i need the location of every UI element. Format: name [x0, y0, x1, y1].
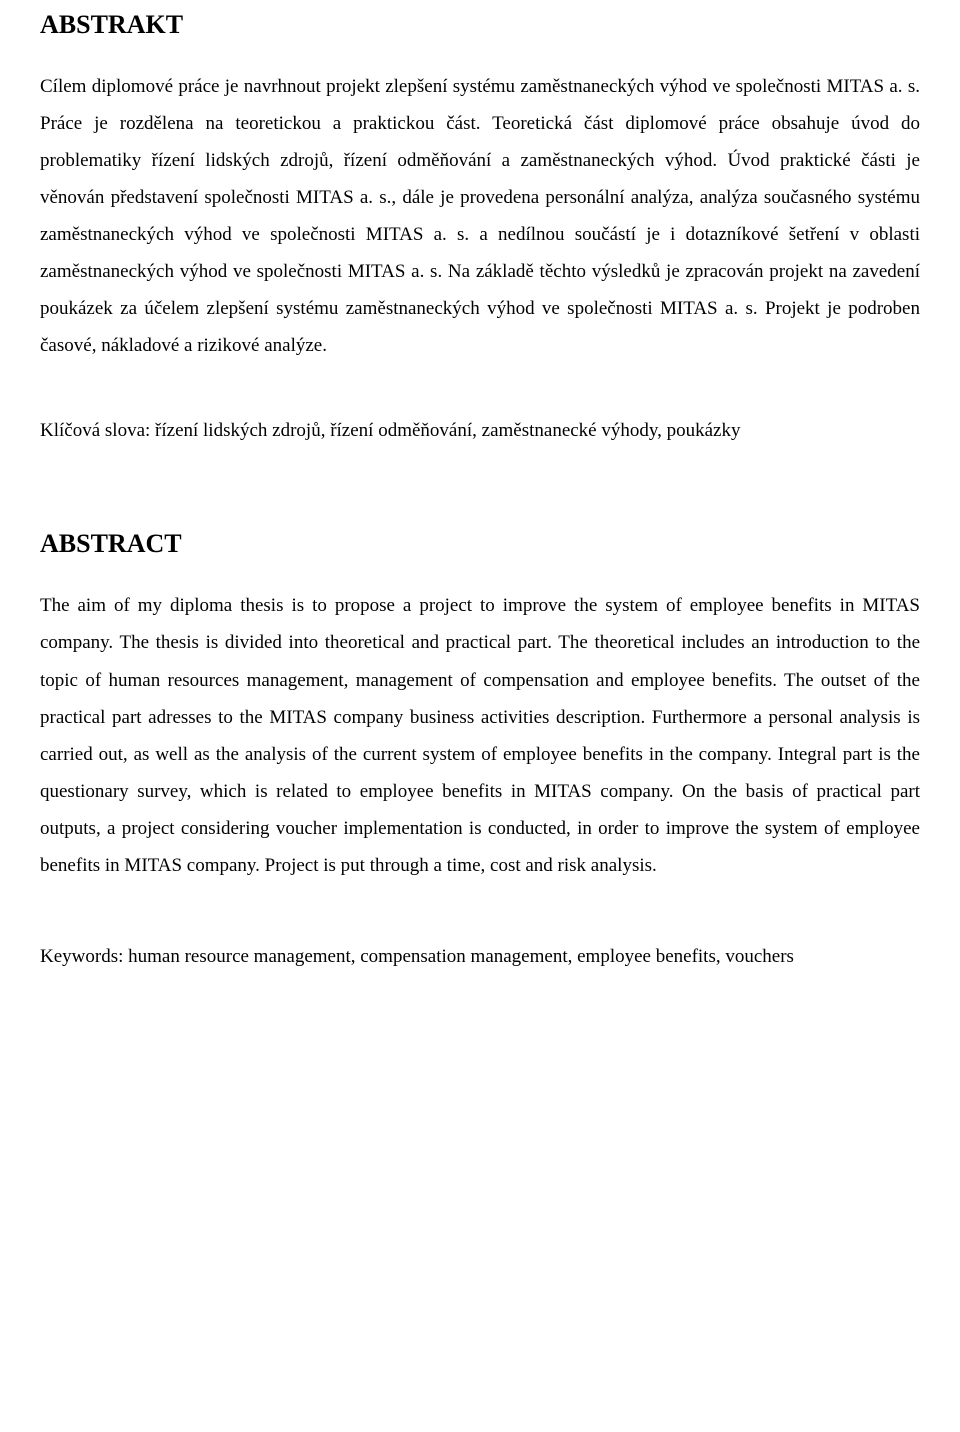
document-page: ABSTRAKT Cílem diplomové práce je navrhn…: [0, 0, 960, 1432]
abstract-body: The aim of my diploma thesis is to propo…: [40, 587, 920, 883]
abstrakt-heading: ABSTRAKT: [40, 10, 920, 40]
abstract-keywords: Keywords: human resource management, com…: [40, 938, 920, 975]
abstrakt-keywords: Klíčová slova: řízení lidských zdrojů, ř…: [40, 412, 920, 449]
abstrakt-body: Cílem diplomové práce je navrhnout proje…: [40, 68, 920, 364]
abstract-heading: ABSTRACT: [40, 529, 920, 559]
